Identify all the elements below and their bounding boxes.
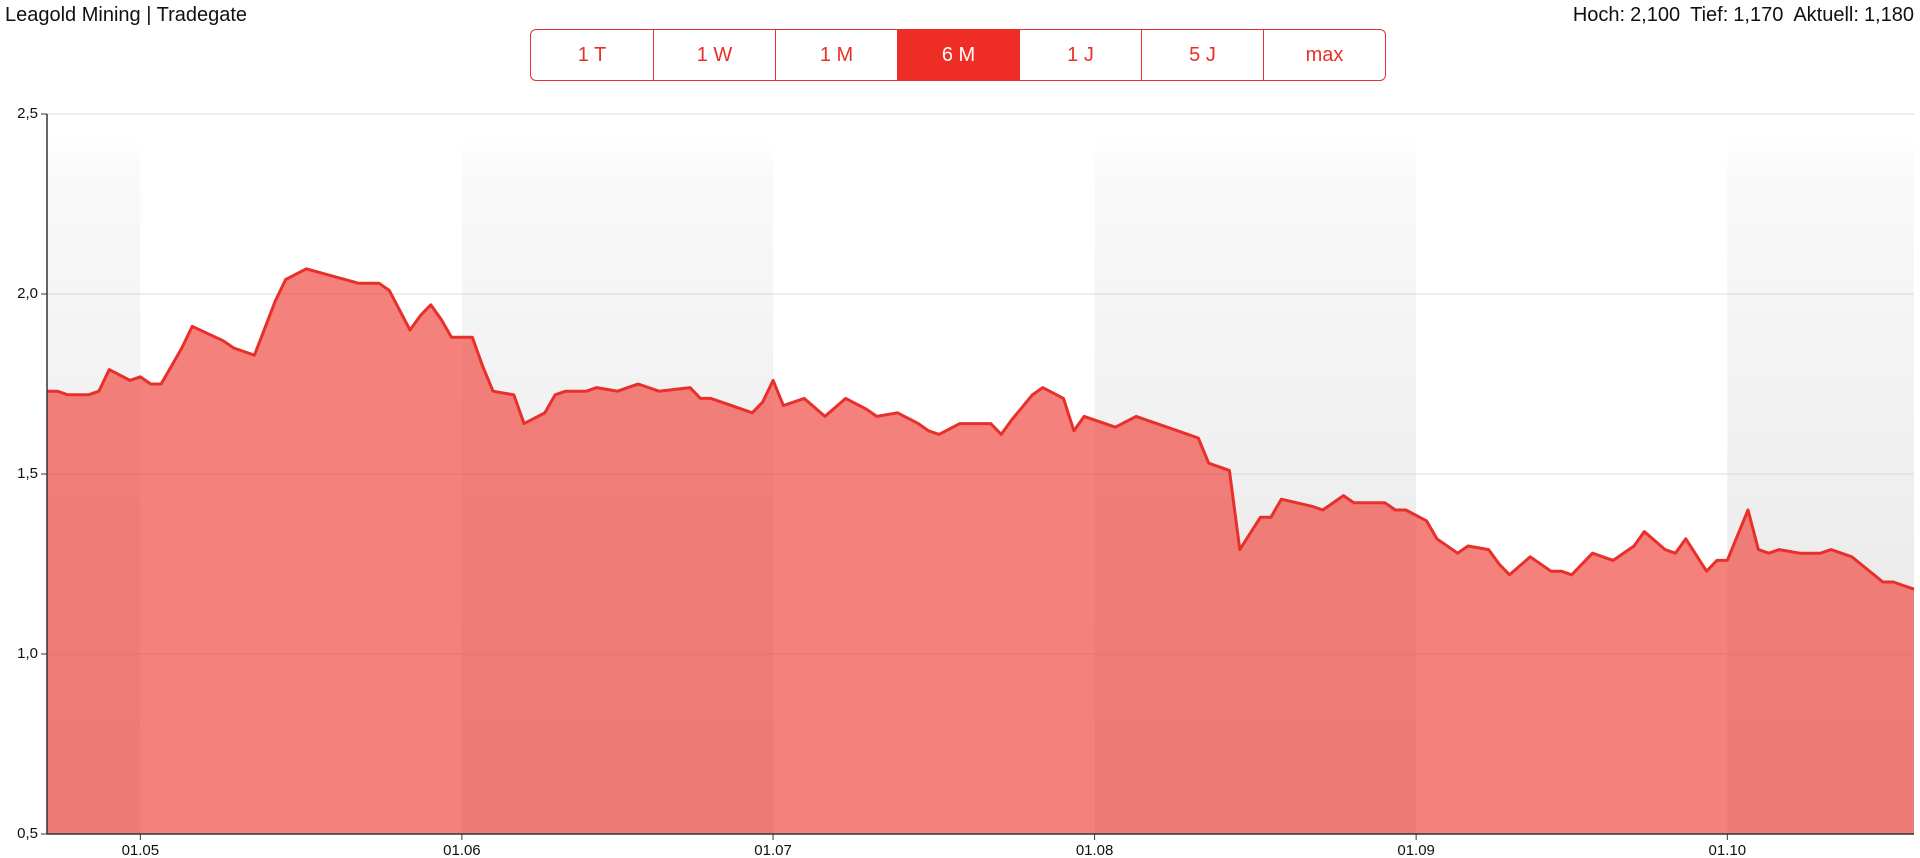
range-button[interactable]: 5 J — [1141, 30, 1263, 80]
y-tick-label: 1,0 — [17, 645, 38, 662]
range-button[interactable]: 1 M — [775, 30, 897, 80]
y-tick-label: 2,5 — [17, 105, 38, 122]
x-tick-label: 01.09 — [1397, 842, 1435, 858]
stat-label: Tief: — [1690, 4, 1729, 26]
y-tick-label: 0,5 — [17, 825, 38, 842]
x-tick-label: 01.06 — [443, 842, 481, 858]
stat-label: Hoch: — [1572, 4, 1626, 26]
x-tick-label: 01.07 — [754, 842, 792, 858]
price-line — [47, 267, 1915, 591]
x-tick-label: 01.05 — [122, 842, 160, 858]
x-tick-label: 01.10 — [1709, 842, 1747, 858]
range-button[interactable]: 1 W — [653, 30, 775, 80]
price-stats: Hoch: 2,100 Tief: 1,170 Aktuell: 1,180 — [1563, 4, 1914, 27]
x-tick-label: 01.08 — [1076, 842, 1114, 858]
y-tick-label: 2,0 — [17, 285, 38, 302]
area-fill — [47, 268, 1914, 834]
range-button[interactable]: 6 M — [897, 30, 1019, 80]
stat-label: Aktuell: — [1793, 4, 1859, 26]
stat-value: 2,100 — [1630, 4, 1681, 26]
chart-title: Leagold Mining | Tradegate — [5, 4, 248, 26]
stat-value: 1,180 — [1863, 4, 1914, 26]
range-button[interactable]: max — [1263, 30, 1385, 80]
range-button[interactable]: 1 T — [577, 44, 607, 66]
stat-value: 1,170 — [1733, 4, 1784, 26]
range-button[interactable]: 1 J — [1019, 30, 1141, 80]
y-tick-label: 1,5 — [17, 465, 38, 482]
